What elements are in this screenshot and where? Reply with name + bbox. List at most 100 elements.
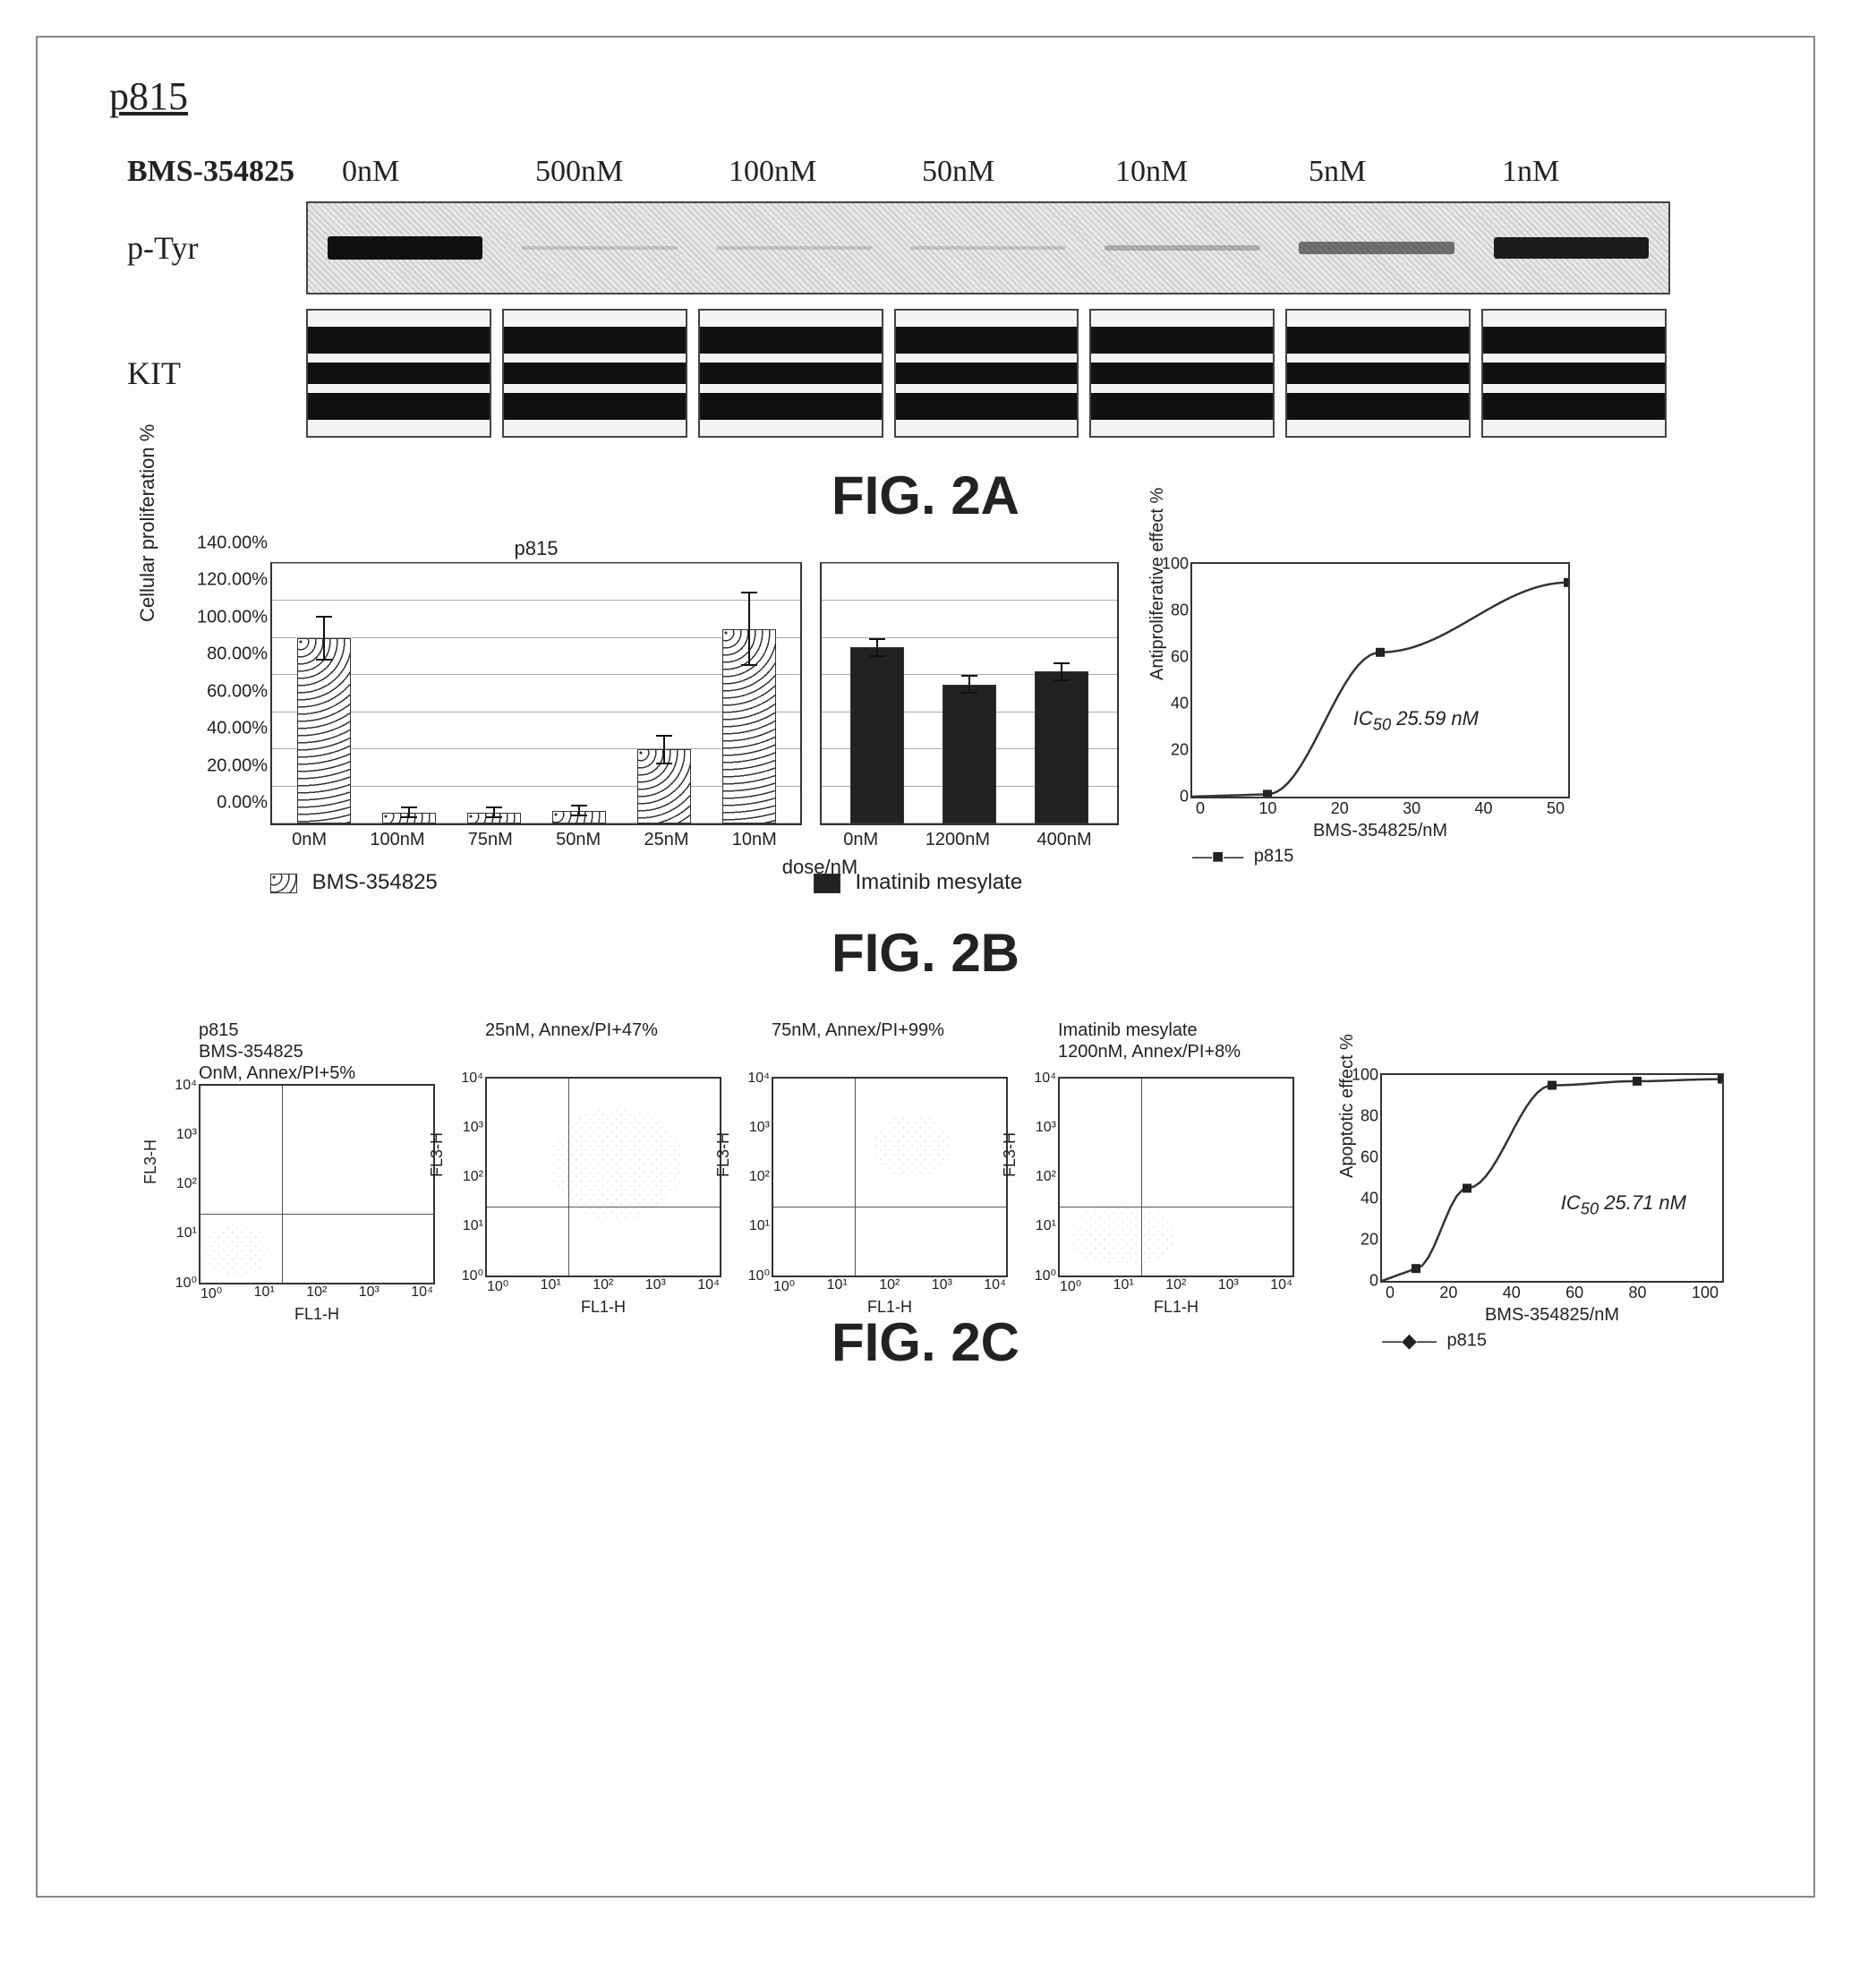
flow-cytometry-block: 75nM, Annex/PI+99%10⁰10¹10²10³10⁴10⁰10¹1… (772, 1020, 1040, 1277)
y-tick: 10⁰ (462, 1267, 483, 1284)
y-tick: 100 (1162, 555, 1189, 574)
x-tick: 0 (1386, 1284, 1395, 1302)
y-tick: 10² (749, 1169, 770, 1185)
x-tick: 40 (1503, 1284, 1521, 1302)
flow-cytometry-block: p815BMS-354825OnM, Annex/PI+5%10⁰10¹10²1… (199, 1020, 467, 1284)
bar (297, 638, 351, 823)
x-tick: 10 (1258, 799, 1276, 818)
ptyr-band (1299, 242, 1454, 254)
y-tick: 0 (1180, 788, 1189, 806)
scatter-cloud (550, 1105, 684, 1222)
scatter-cloud (1069, 1204, 1176, 1267)
x-tick: 60 (1565, 1284, 1583, 1302)
curve2b-svg (1192, 564, 1568, 797)
x-tick: 1200nM (926, 830, 990, 850)
x-tick: 20 (1331, 799, 1349, 818)
ptyr-lane (1280, 203, 1474, 293)
x-tick: 10nM (732, 830, 777, 850)
curve2c-xlabel: BMS-354825/nM (1485, 1305, 1619, 1326)
scatter-ylabel: FL3-H (428, 1132, 447, 1177)
x-tick: 400nM (1037, 830, 1092, 850)
y-tick: 10¹ (463, 1218, 483, 1234)
scatter-xlabel: FL1-H (867, 1298, 912, 1317)
scatter-title: Imatinib mesylate1200nM, Annex/PI+8% (1058, 1020, 1326, 1077)
x-tick: 10⁴ (697, 1277, 720, 1295)
x-tick: 10³ (645, 1277, 666, 1295)
x-tick: 10² (879, 1277, 900, 1295)
x-tick: 100 (1692, 1284, 1719, 1302)
x-tick: 10² (306, 1284, 327, 1302)
antiprolif-curve-panel: Antiproliferative effect % 020406080100 … (1190, 562, 1570, 798)
y-tick: 10² (1036, 1169, 1056, 1185)
x-tick: 10⁰ (1060, 1277, 1081, 1295)
y-tick: 10² (176, 1176, 197, 1192)
ptyr-lane (308, 203, 502, 293)
x-tick: 10⁰ (773, 1277, 795, 1295)
dose-header-row: BMS-354825 0nM500nM100nM50nM10nM5nM1nM (127, 155, 1760, 189)
flow-cytometry-block: Imatinib mesylate1200nM, Annex/PI+8%10⁰1… (1058, 1020, 1326, 1277)
ptyr-band (328, 236, 483, 260)
curve2c-svg (1382, 1075, 1722, 1281)
dose-header: 100nM (729, 155, 922, 189)
y-tick: 10⁴ (747, 1071, 770, 1087)
y-tick: 40.00% (183, 719, 268, 739)
y-tick: 10¹ (1036, 1218, 1056, 1234)
bar (850, 647, 904, 823)
ptyr-band (1494, 237, 1650, 260)
y-tick: 60 (1361, 1148, 1378, 1167)
x-tick: 20 (1439, 1284, 1457, 1302)
x-tick: 10¹ (541, 1277, 561, 1295)
flow-cytometry-block: 25nM, Annex/PI+47%10⁰10¹10²10³10⁴10⁰10¹1… (485, 1020, 754, 1277)
scatter-ylabel: FL3-H (1001, 1132, 1019, 1177)
y-tick: 10⁴ (175, 1078, 197, 1094)
y-tick: 0 (1369, 1272, 1378, 1291)
ptyr-lane (1086, 203, 1280, 293)
y-tick: 10³ (749, 1120, 770, 1136)
scatter-title: p815BMS-354825OnM, Annex/PI+5% (199, 1020, 467, 1084)
curve2b-legend: ―■― p815 (1192, 845, 1293, 868)
ptyr-band (522, 246, 678, 250)
x-tick: 75nM (468, 830, 513, 850)
scatter-title: 25nM, Annex/PI+47% (485, 1020, 754, 1077)
kit-lane (1285, 309, 1471, 438)
western-blot-area: p-Tyr KIT (127, 201, 1760, 438)
ptyr-band (716, 246, 872, 250)
bar (467, 813, 521, 823)
x-tick: 10¹ (827, 1277, 848, 1295)
dose-header: 5nM (1309, 155, 1502, 189)
y-tick: 20 (1361, 1231, 1378, 1250)
x-tick: 40 (1475, 799, 1493, 818)
square-marker-icon: ―■― (1192, 845, 1243, 867)
kit-lane (1481, 309, 1667, 438)
x-tick: 10⁴ (1270, 1277, 1292, 1295)
ptyr-lane (696, 203, 891, 293)
y-tick: 10³ (463, 1120, 483, 1136)
scatter-panel: 10⁰10¹10²10³10⁴10⁰10¹10²10³10⁴FL3-HFL1-H (772, 1077, 1008, 1277)
y-tick: 60 (1171, 648, 1189, 667)
y-tick: 10⁰ (748, 1267, 770, 1284)
scatter-title: 75nM, Annex/PI+99% (772, 1020, 1040, 1077)
scatter-panel: 10⁰10¹10²10³10⁴10⁰10¹10²10³10⁴FL3-HFL1-H (199, 1084, 435, 1284)
x-tick: 0 (1196, 799, 1205, 818)
y-tick: 0.00% (183, 793, 268, 814)
kit-lane (306, 309, 491, 438)
ptyr-label: p-Tyr (127, 229, 306, 267)
y-tick: 100 (1352, 1066, 1378, 1085)
bar (722, 629, 776, 824)
x-tick: 0nM (843, 830, 878, 850)
ptyr-blot-strip (306, 201, 1670, 294)
dose-header: 10nM (1115, 155, 1309, 189)
dose-header: 500nM (535, 155, 729, 189)
x-tick: 50 (1547, 799, 1565, 818)
y-tick: 80 (1171, 602, 1189, 620)
y-tick: 20 (1171, 741, 1189, 760)
bar-x-title: dose/nM (551, 856, 1088, 879)
x-tick: 25nM (644, 830, 688, 850)
kit-lane (502, 309, 687, 438)
ptyr-lane (1474, 203, 1668, 293)
y-tick: 10³ (1036, 1120, 1056, 1136)
legend-bms: BMS-354825 (270, 870, 438, 895)
y-tick: 80 (1361, 1107, 1378, 1126)
curve2c-legend: ―◆― p815 (1382, 1329, 1487, 1352)
x-tick: 50nM (556, 830, 601, 850)
